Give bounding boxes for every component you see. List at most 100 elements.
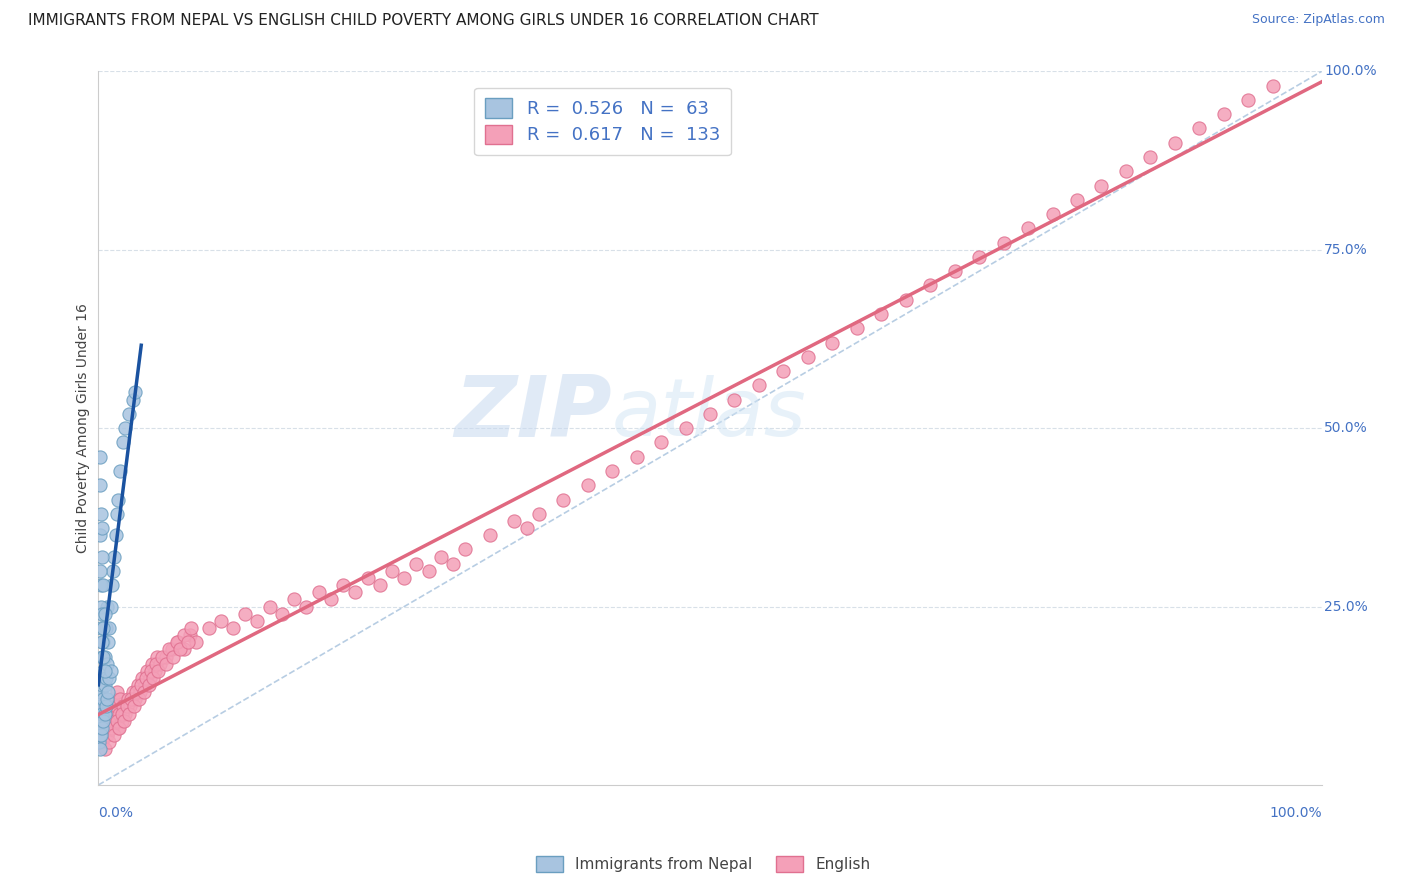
Point [121, 392, 143, 407]
Point [943, 264, 966, 278]
Point [101, 692, 124, 706]
Point [87, 735, 110, 749]
Point [108, 706, 131, 721]
Point [1042, 207, 1064, 221]
Point [89, 564, 111, 578]
Text: 0.0%: 0.0% [98, 806, 134, 821]
Point [94, 621, 117, 635]
Point [111, 706, 134, 721]
Point [93, 607, 115, 621]
Point [91, 649, 114, 664]
Point [131, 671, 153, 685]
Point [90, 714, 112, 728]
Point [129, 685, 152, 699]
Point [797, 350, 820, 364]
Point [1139, 150, 1161, 164]
Point [233, 607, 256, 621]
Point [97, 714, 120, 728]
Point [160, 642, 183, 657]
Point [173, 642, 195, 657]
Point [112, 714, 135, 728]
Point [576, 478, 599, 492]
Point [91, 692, 114, 706]
Point [91, 635, 114, 649]
Legend: R =  0.526   N =  63, R =  0.617   N =  133: R = 0.526 N = 63, R = 0.617 N = 133 [474, 87, 731, 155]
Point [503, 514, 526, 528]
Point [100, 664, 122, 678]
Point [675, 421, 697, 435]
Point [122, 699, 145, 714]
Point [110, 692, 132, 706]
Point [89, 450, 111, 464]
Point [103, 714, 125, 728]
Point [91, 706, 114, 721]
Point [117, 692, 139, 706]
Point [124, 692, 146, 706]
Point [149, 657, 172, 671]
Point [392, 571, 416, 585]
Point [135, 671, 157, 685]
Point [197, 621, 219, 635]
Point [270, 607, 294, 621]
Point [723, 392, 745, 407]
Point [166, 635, 188, 649]
Point [1090, 178, 1112, 193]
Text: 100.0%: 100.0% [1270, 806, 1322, 821]
Point [821, 335, 844, 350]
Point [104, 699, 127, 714]
Point [145, 657, 167, 671]
Point [1237, 93, 1260, 107]
Point [98, 735, 121, 749]
Point [120, 699, 142, 714]
Point [93, 664, 115, 678]
Point [381, 564, 404, 578]
Point [478, 528, 501, 542]
Point [141, 657, 163, 671]
Point [177, 635, 200, 649]
Point [98, 621, 121, 635]
Point [103, 728, 125, 742]
Point [94, 706, 117, 721]
Point [748, 378, 770, 392]
Legend: Immigrants from Nepal, English: Immigrants from Nepal, English [529, 848, 877, 880]
Point [90, 721, 112, 735]
Text: Source: ZipAtlas.com: Source: ZipAtlas.com [1251, 13, 1385, 27]
Point [118, 407, 141, 421]
Point [132, 685, 155, 699]
Point [100, 721, 122, 735]
Point [155, 657, 177, 671]
Point [699, 407, 721, 421]
Point [96, 728, 118, 742]
Point [96, 599, 118, 614]
Point [259, 599, 281, 614]
Text: 50.0%: 50.0% [1324, 421, 1368, 435]
Point [105, 714, 128, 728]
Point [128, 692, 150, 706]
Point [1115, 164, 1137, 178]
Point [93, 742, 115, 756]
Point [93, 721, 115, 735]
Text: atlas: atlas [612, 375, 807, 453]
Point [89, 728, 111, 742]
Point [920, 278, 942, 293]
Point [93, 678, 115, 692]
Point [332, 578, 354, 592]
Point [90, 578, 112, 592]
Point [114, 706, 136, 721]
Point [454, 542, 477, 557]
Point [319, 592, 342, 607]
Text: 75.0%: 75.0% [1324, 243, 1368, 257]
Point [101, 564, 124, 578]
Point [146, 649, 169, 664]
Point [111, 699, 134, 714]
Point [845, 321, 868, 335]
Point [90, 621, 112, 635]
Point [283, 592, 305, 607]
Point [1164, 136, 1187, 150]
Point [155, 649, 177, 664]
Point [1212, 107, 1234, 121]
Point [138, 678, 160, 692]
Point [111, 435, 134, 450]
Point [100, 599, 122, 614]
Point [405, 557, 427, 571]
